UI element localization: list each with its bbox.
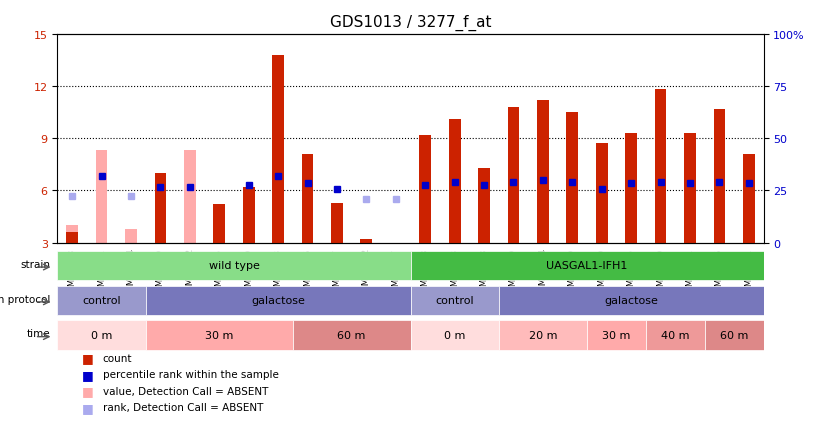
Text: ■: ■: [82, 352, 94, 365]
Text: control: control: [435, 296, 474, 306]
Text: 0 m: 0 m: [91, 330, 112, 340]
Bar: [213, 205, 225, 243]
Bar: [301, 155, 314, 243]
Bar: [243, 187, 255, 243]
Text: count: count: [103, 353, 132, 363]
Text: value, Detection Call = ABSENT: value, Detection Call = ABSENT: [103, 386, 268, 396]
FancyBboxPatch shape: [499, 321, 587, 350]
Text: ■: ■: [82, 385, 94, 398]
Text: GDS1013 / 3277_f_at: GDS1013 / 3277_f_at: [330, 15, 491, 31]
Text: UASGAL1-IFH1: UASGAL1-IFH1: [546, 261, 628, 271]
Text: growth protocol: growth protocol: [0, 294, 51, 304]
Text: strain: strain: [21, 259, 51, 269]
Text: time: time: [27, 329, 51, 339]
Text: 20 m: 20 m: [529, 330, 557, 340]
FancyBboxPatch shape: [146, 286, 410, 315]
FancyBboxPatch shape: [146, 321, 293, 350]
FancyBboxPatch shape: [293, 321, 410, 350]
Text: ■: ■: [82, 401, 94, 414]
FancyBboxPatch shape: [646, 321, 704, 350]
Bar: [626, 134, 637, 243]
Text: galactose: galactose: [604, 296, 658, 306]
Text: control: control: [82, 296, 121, 306]
FancyBboxPatch shape: [410, 251, 764, 280]
Text: rank, Detection Call = ABSENT: rank, Detection Call = ABSENT: [103, 403, 263, 412]
Text: 30 m: 30 m: [603, 330, 631, 340]
Bar: [478, 168, 490, 243]
FancyBboxPatch shape: [57, 321, 146, 350]
Text: wild type: wild type: [209, 261, 259, 271]
Text: 60 m: 60 m: [720, 330, 748, 340]
Bar: [507, 108, 520, 243]
Bar: [420, 135, 431, 243]
FancyBboxPatch shape: [57, 251, 410, 280]
Bar: [67, 226, 78, 243]
Text: percentile rank within the sample: percentile rank within the sample: [103, 370, 278, 379]
FancyBboxPatch shape: [704, 321, 764, 350]
FancyBboxPatch shape: [410, 321, 499, 350]
Bar: [67, 233, 78, 243]
Bar: [96, 151, 108, 243]
Bar: [537, 101, 548, 243]
Bar: [125, 229, 137, 243]
Text: 0 m: 0 m: [444, 330, 466, 340]
Bar: [360, 240, 372, 243]
Bar: [743, 155, 754, 243]
Text: galactose: galactose: [251, 296, 305, 306]
Text: 40 m: 40 m: [661, 330, 690, 340]
Bar: [449, 120, 461, 243]
Bar: [713, 109, 725, 243]
Bar: [566, 113, 578, 243]
Text: 60 m: 60 m: [337, 330, 366, 340]
Bar: [331, 203, 343, 243]
Bar: [154, 174, 167, 243]
FancyBboxPatch shape: [410, 286, 499, 315]
Bar: [596, 144, 608, 243]
Text: ■: ■: [82, 368, 94, 381]
Bar: [273, 56, 284, 243]
Bar: [184, 151, 195, 243]
Bar: [684, 134, 696, 243]
Bar: [654, 90, 667, 243]
FancyBboxPatch shape: [499, 286, 764, 315]
Text: 30 m: 30 m: [205, 330, 233, 340]
FancyBboxPatch shape: [57, 286, 146, 315]
FancyBboxPatch shape: [587, 321, 646, 350]
